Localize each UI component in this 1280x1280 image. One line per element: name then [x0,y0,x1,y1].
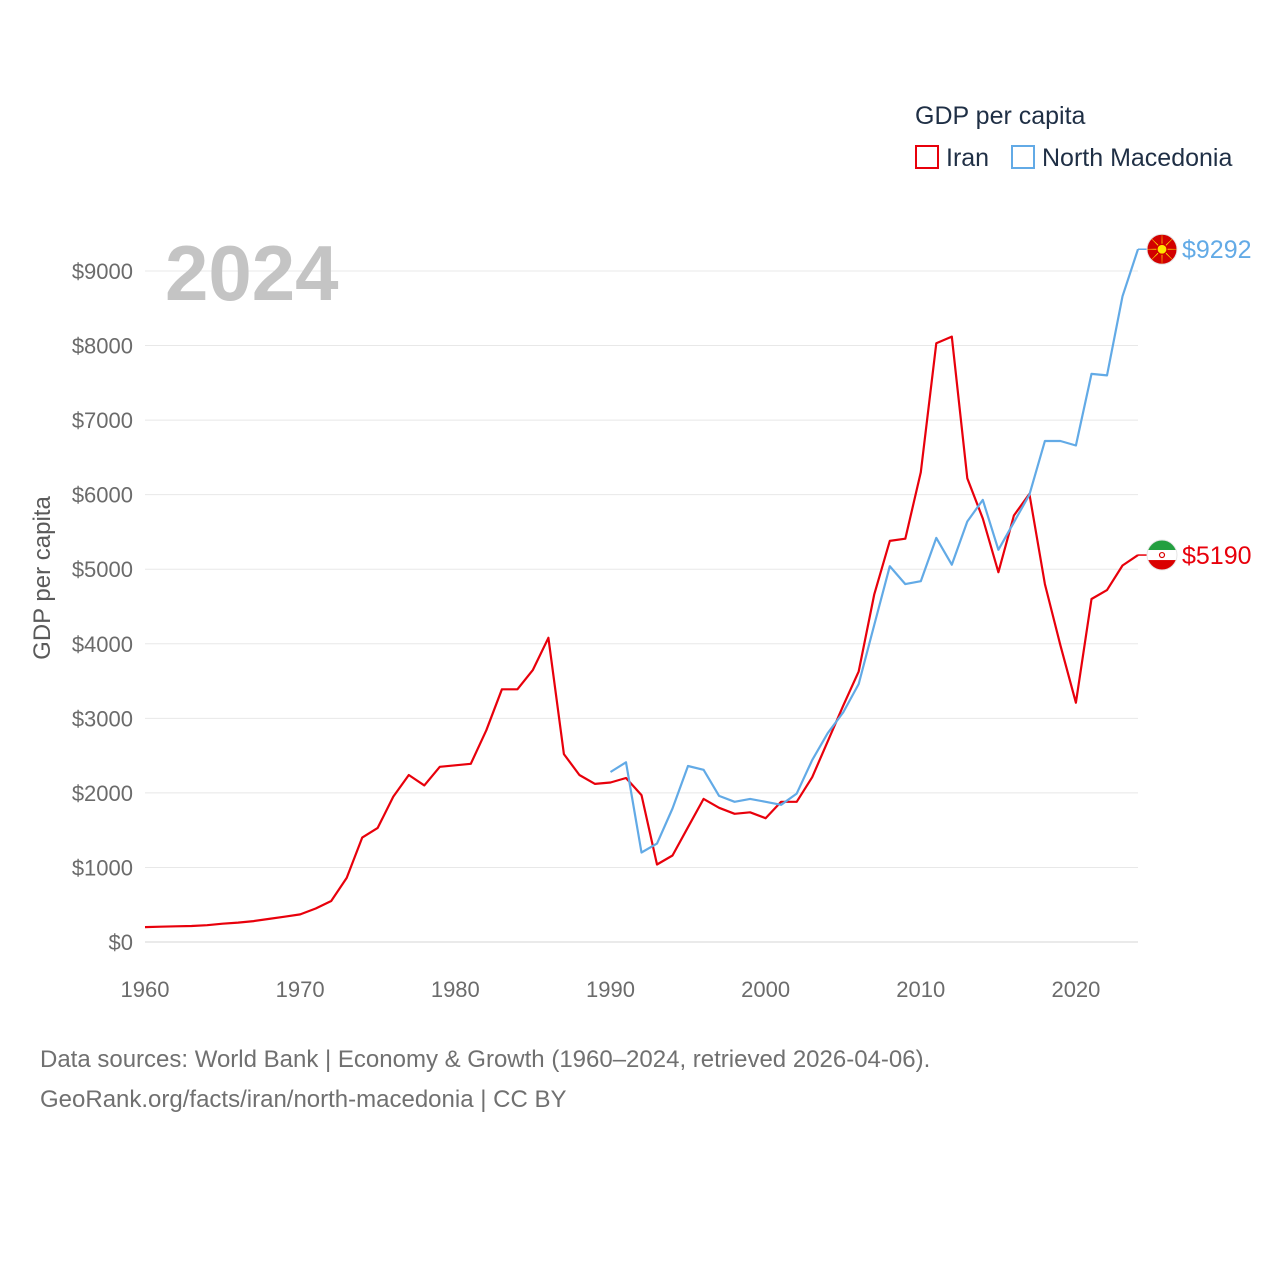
x-tick-label: 1990 [586,977,635,1002]
y-tick-label: $9000 [72,259,133,284]
x-axis: 1960 1970 1980 1990 2000 2010 2020 [121,977,1101,1002]
y-tick-label: $0 [109,930,133,955]
legend: GDP per capita Iran North Macedonia [915,102,1232,172]
y-tick-label: $2000 [72,781,133,806]
y-tick-label: $4000 [72,632,133,657]
legend-title: GDP per capita [915,102,1086,130]
x-tick-label: 1970 [276,977,325,1002]
source-note: Data sources: World Bank | Economy & Gro… [40,1040,930,1120]
legend-swatch-iran[interactable] [915,145,939,169]
x-tick-label: 2010 [896,977,945,1002]
legend-swatch-north-macedonia[interactable] [1011,145,1035,169]
y-axis-title: GDP per capita [29,496,56,660]
x-tick-label: 2000 [741,977,790,1002]
y-tick-label: $8000 [72,334,133,359]
y-tick-label: $7000 [72,408,133,433]
year-label: 2024 [165,229,339,317]
grid [145,270,1138,943]
y-tick-label: $6000 [72,483,133,508]
iran-flag-icon [1146,539,1178,571]
end-value-label: $5190 [1182,542,1252,570]
legend-label-iran[interactable]: Iran [946,144,989,172]
x-tick-label: 1980 [431,977,480,1002]
credit-line: GeoRank.org/facts/iran/north-macedonia |… [40,1086,567,1113]
north-macedonia-flag-icon [1146,233,1178,265]
y-axis: $0 $1000 $2000 $3000 $4000 $5000 $6000 $7000 $80… [72,259,133,955]
series-line-north-macedonia[interactable] [609,248,1140,854]
series-line-iran[interactable] [144,335,1139,929]
y-tick-label: $5000 [72,557,133,582]
legend-label-north-macedonia[interactable]: North Macedonia [1042,144,1232,172]
source-line: Data sources: World Bank | Economy & Gro… [40,1046,931,1073]
x-tick-label: 1960 [121,977,170,1002]
y-tick-label: $1000 [72,855,133,880]
series [144,248,1140,929]
end-value-label: $9292 [1182,236,1252,264]
end-labels: $5190 $9292 [1138,233,1252,571]
x-tick-label: 2020 [1051,977,1100,1002]
y-tick-label: $3000 [72,706,133,731]
